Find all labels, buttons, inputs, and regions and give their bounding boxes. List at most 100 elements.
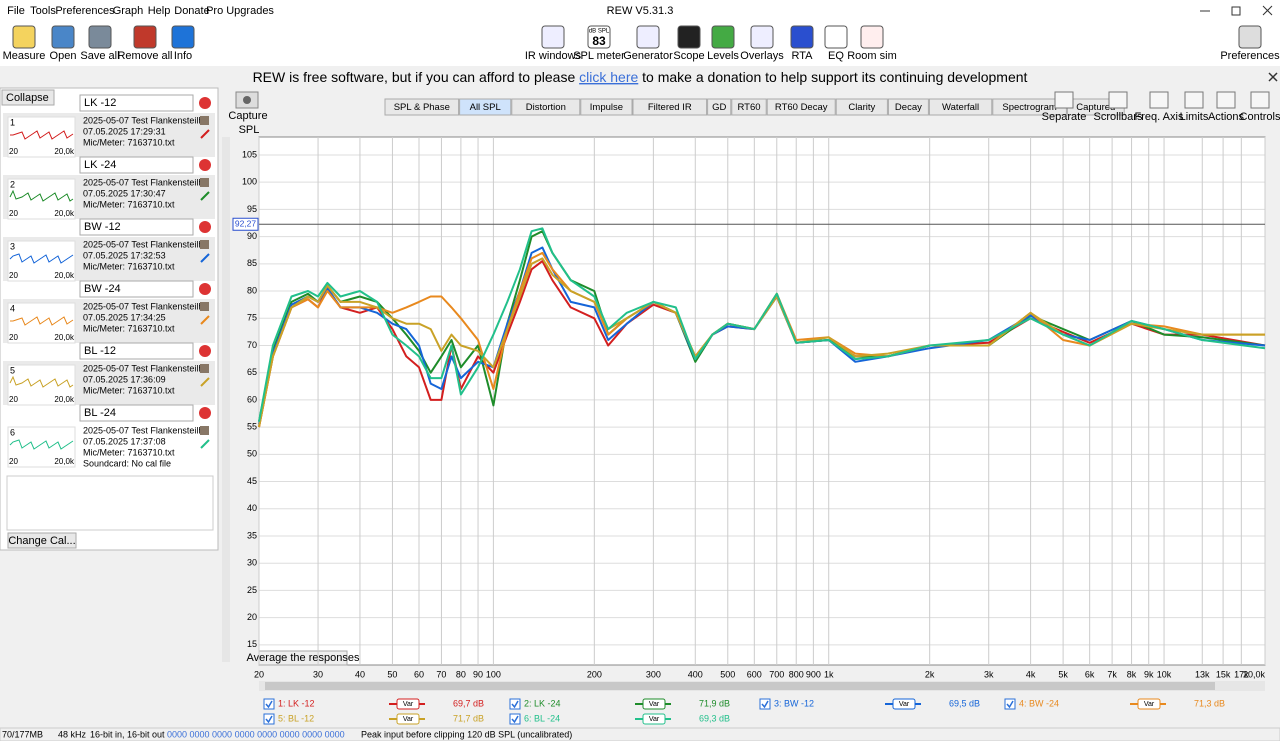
info-icon[interactable] bbox=[200, 116, 209, 125]
color-icon[interactable] bbox=[200, 191, 210, 201]
graph-tool-label: Actions bbox=[1208, 111, 1245, 123]
plot-area[interactable] bbox=[258, 136, 1266, 666]
toolbar-icon[interactable] bbox=[541, 25, 565, 49]
donate-link[interactable]: click here bbox=[579, 69, 638, 85]
color-icon[interactable] bbox=[200, 315, 210, 325]
graph-tool-label: Controls bbox=[1240, 111, 1280, 123]
measurement-number: 6 bbox=[10, 427, 15, 437]
menu-item[interactable]: Donate bbox=[174, 5, 209, 17]
var-button[interactable] bbox=[396, 698, 420, 710]
graph-tool-icon[interactable] bbox=[1149, 91, 1169, 109]
info-icon[interactable] bbox=[200, 364, 209, 373]
measurement-title: 2025-05-07 Test Flankensteilhe bbox=[83, 115, 208, 125]
menu-item[interactable]: Help bbox=[148, 5, 171, 17]
graph-tool-icon[interactable] bbox=[1250, 91, 1270, 109]
delete-button[interactable] bbox=[199, 283, 211, 295]
legend-value: 71,9 dB bbox=[699, 698, 730, 708]
toolbar-icon[interactable] bbox=[12, 25, 36, 49]
change-cal-button[interactable] bbox=[7, 532, 77, 549]
toolbar-icon[interactable] bbox=[171, 25, 195, 49]
toolbar-icon[interactable] bbox=[677, 25, 701, 49]
toolbar-icon[interactable] bbox=[790, 25, 814, 49]
info-icon[interactable] bbox=[200, 426, 209, 435]
name-field[interactable] bbox=[79, 156, 194, 174]
toolbar-icon[interactable] bbox=[860, 25, 884, 49]
graph-tool-icon[interactable] bbox=[1184, 91, 1204, 109]
name-field[interactable] bbox=[79, 218, 194, 236]
graph-tab-label: GD bbox=[712, 102, 726, 113]
notes-box[interactable] bbox=[6, 475, 214, 531]
graph-tool-icon[interactable] bbox=[1108, 91, 1128, 109]
legend-checkbox[interactable] bbox=[759, 698, 771, 710]
legend-checkbox[interactable] bbox=[263, 713, 275, 725]
x-tick-label: 4k bbox=[1026, 669, 1036, 679]
graph-tab[interactable] bbox=[459, 98, 512, 116]
measurement-number: 3 bbox=[10, 241, 15, 251]
name-field[interactable] bbox=[79, 280, 194, 298]
close-banner[interactable] bbox=[1268, 72, 1278, 82]
graph-tool-icon[interactable] bbox=[1216, 91, 1236, 109]
name-field[interactable] bbox=[79, 342, 194, 360]
x-tick-label: 9k bbox=[1144, 669, 1154, 679]
legend-checkbox[interactable] bbox=[509, 698, 521, 710]
thumbnail-trace bbox=[10, 316, 74, 326]
var-button[interactable] bbox=[892, 698, 916, 710]
toolbar-icon[interactable] bbox=[636, 25, 660, 49]
delete-button[interactable] bbox=[199, 221, 211, 233]
delete-button[interactable] bbox=[199, 345, 211, 357]
menu-item[interactable]: Pro Upgrades bbox=[206, 5, 274, 17]
graph-tab[interactable] bbox=[731, 98, 767, 116]
var-button[interactable] bbox=[642, 713, 666, 725]
legend-checkbox[interactable] bbox=[509, 713, 521, 725]
name-field[interactable] bbox=[79, 404, 194, 422]
color-icon[interactable] bbox=[200, 129, 210, 139]
graph-tab[interactable] bbox=[928, 98, 993, 116]
toolbar-icon[interactable] bbox=[88, 25, 112, 49]
info-icon[interactable] bbox=[200, 240, 209, 249]
menu-item[interactable]: Graph bbox=[113, 5, 144, 17]
graph-tool-icon[interactable] bbox=[1054, 91, 1074, 109]
color-icon[interactable] bbox=[200, 377, 210, 387]
legend-checkbox[interactable] bbox=[263, 698, 275, 710]
x-scroll-thumb[interactable] bbox=[265, 682, 1215, 690]
graph-tab[interactable] bbox=[632, 98, 708, 116]
thumbnail-trace bbox=[9, 375, 74, 388]
info-icon[interactable] bbox=[200, 302, 209, 311]
delete-button[interactable] bbox=[199, 407, 211, 419]
toolbar-icon[interactable] bbox=[587, 25, 611, 49]
color-icon[interactable] bbox=[200, 253, 210, 263]
toolbar-icon[interactable] bbox=[711, 25, 735, 49]
var-button[interactable] bbox=[396, 713, 420, 725]
toolbar-icon[interactable] bbox=[51, 25, 75, 49]
var-button[interactable] bbox=[642, 698, 666, 710]
graph-tab-label: Spectrogram bbox=[1002, 102, 1056, 113]
info-icon[interactable] bbox=[200, 178, 209, 187]
legend-checkbox[interactable] bbox=[1004, 698, 1016, 710]
thumbnail-max: 20,0k bbox=[54, 395, 75, 404]
menu-item[interactable]: File bbox=[7, 5, 25, 17]
toolbar-icon[interactable] bbox=[750, 25, 774, 49]
graph-tab[interactable] bbox=[580, 98, 633, 116]
status-item: 0000 0000 0000 0000 0000 0000 0000 0000 bbox=[167, 729, 345, 739]
toolbar-icon[interactable] bbox=[133, 25, 157, 49]
panel-scrollbar[interactable] bbox=[222, 137, 230, 662]
graph-tab[interactable] bbox=[384, 98, 460, 116]
toolbar-icon[interactable] bbox=[1238, 25, 1262, 49]
window-controls[interactable] bbox=[1200, 5, 1273, 16]
graph-tab[interactable] bbox=[835, 98, 888, 116]
graph-tab-label: RT60 bbox=[737, 102, 760, 113]
graph-tab[interactable] bbox=[707, 98, 732, 116]
delete-button[interactable] bbox=[199, 97, 211, 109]
menu-item[interactable]: Preferences bbox=[55, 5, 115, 17]
name-field[interactable] bbox=[79, 94, 194, 112]
collapse-button[interactable] bbox=[1, 89, 55, 106]
graph-tab[interactable] bbox=[887, 98, 929, 116]
delete-button[interactable] bbox=[199, 159, 211, 171]
color-icon[interactable] bbox=[200, 439, 210, 449]
var-button[interactable] bbox=[1137, 698, 1161, 710]
graph-tab[interactable] bbox=[511, 98, 581, 116]
toolbar-icon[interactable] bbox=[824, 25, 848, 49]
graph-tab[interactable] bbox=[766, 98, 836, 116]
thumbnail bbox=[7, 364, 76, 406]
menu-item[interactable]: Tools bbox=[30, 5, 56, 17]
